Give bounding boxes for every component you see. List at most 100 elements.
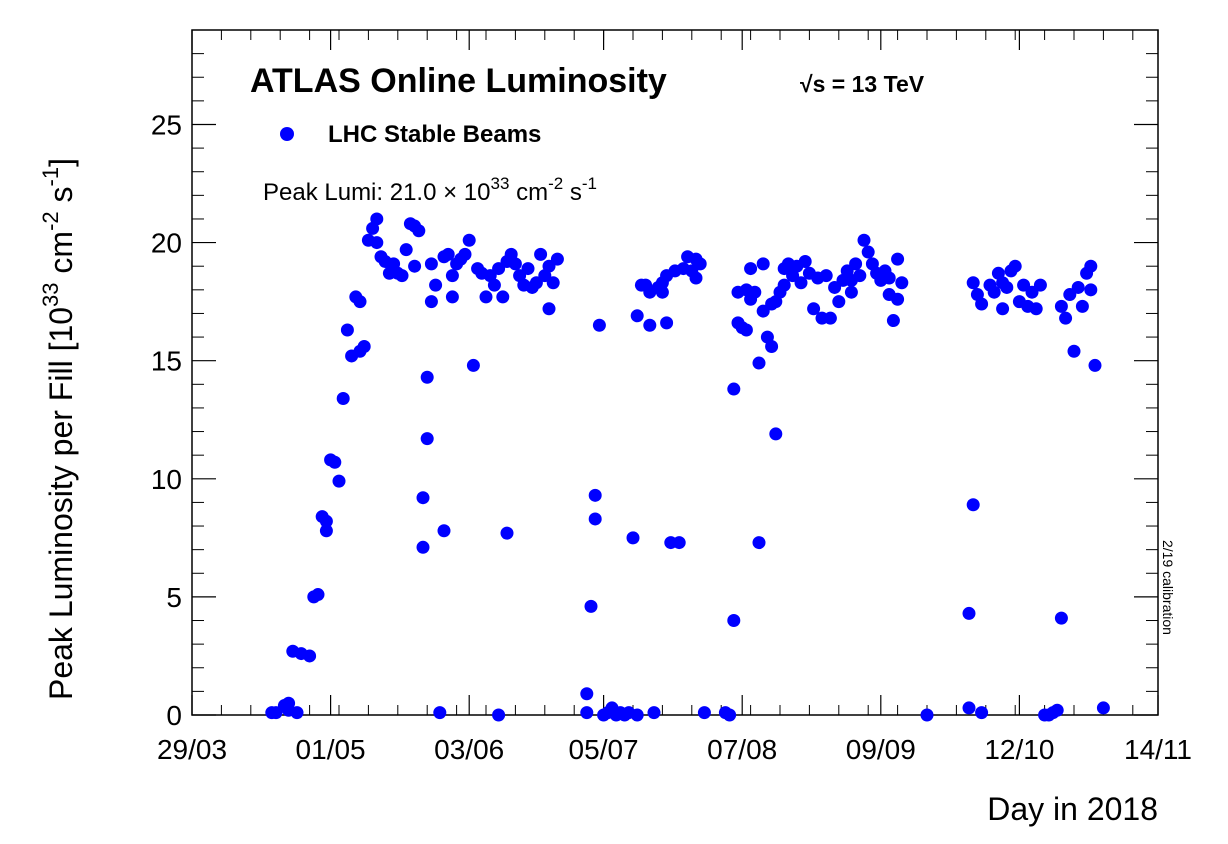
x-tick-label: 01/05 — [296, 734, 366, 765]
data-point — [588, 488, 602, 502]
data-point — [282, 696, 296, 710]
data-point — [987, 285, 1001, 299]
y-axis-suffix: ] — [43, 158, 79, 167]
data-point — [819, 269, 833, 283]
axis-ticks — [191, 30, 1159, 716]
data-point — [853, 269, 867, 283]
peak-lumi-exp2: -2 — [548, 174, 563, 193]
data-point — [534, 247, 548, 261]
x-tick-label: 09/09 — [846, 734, 916, 765]
data-point — [660, 316, 674, 330]
data-point — [748, 285, 762, 299]
data-point — [672, 536, 686, 550]
data-point — [1084, 259, 1098, 273]
data-point — [458, 247, 472, 261]
data-point — [412, 224, 426, 238]
peak-lumi-exp1: 33 — [490, 174, 509, 193]
data-point — [370, 236, 384, 250]
data-point — [1059, 311, 1073, 325]
data-point — [370, 212, 384, 226]
data-point — [886, 314, 900, 328]
data-point — [626, 531, 640, 545]
data-point — [521, 262, 535, 276]
data-points — [265, 212, 1110, 722]
data-point — [584, 599, 598, 613]
data-point — [689, 271, 703, 285]
data-point — [647, 706, 661, 720]
data-point — [492, 708, 506, 722]
x-tick-label: 29/03 — [157, 734, 227, 765]
x-tick-label: 07/08 — [707, 734, 777, 765]
data-point — [416, 491, 430, 505]
tick-labels: 29/03 01/05 03/06 05/07 07/08 09/09 12/10 14/11… — [151, 109, 1192, 765]
data-point — [882, 271, 896, 285]
data-point — [895, 276, 909, 290]
data-point — [1071, 280, 1085, 294]
data-point — [420, 370, 434, 384]
x-axis-title: Day in 2018 — [987, 791, 1158, 827]
data-point — [996, 302, 1010, 316]
x-tick-label: 14/11 — [1124, 734, 1192, 765]
x-tick-label: 12/10 — [984, 734, 1054, 765]
data-point — [437, 524, 451, 538]
data-point — [487, 278, 501, 292]
x-tick-label: 03/06 — [434, 734, 504, 765]
data-point — [424, 257, 438, 271]
data-point — [546, 276, 560, 290]
data-point — [744, 262, 758, 276]
data-point — [336, 391, 350, 405]
data-point — [311, 588, 325, 602]
data-point — [429, 278, 443, 292]
data-point — [630, 309, 644, 323]
y-tick-label: 25 — [151, 109, 182, 140]
data-point — [1054, 299, 1068, 313]
data-point — [319, 524, 333, 538]
data-point — [445, 290, 459, 304]
data-point — [328, 455, 342, 469]
data-point — [1054, 611, 1068, 625]
data-point — [849, 257, 863, 271]
data-point — [891, 252, 905, 266]
peak-lumi-exp3: -1 — [582, 174, 597, 193]
data-point — [752, 356, 766, 370]
y-axis-exp3: -1 — [38, 167, 63, 187]
data-point — [630, 708, 644, 722]
data-point — [1008, 259, 1022, 273]
data-point — [857, 233, 871, 247]
y-tick-label: 5 — [166, 582, 182, 613]
plot-frame — [191, 29, 1159, 716]
data-point — [462, 233, 476, 247]
data-point — [550, 252, 564, 266]
data-point — [588, 512, 602, 526]
legend-marker — [280, 127, 294, 141]
data-point — [332, 474, 346, 488]
data-point — [727, 382, 741, 396]
data-point — [479, 290, 493, 304]
data-point — [844, 285, 858, 299]
data-point — [1050, 703, 1064, 717]
y-tick-label: 20 — [151, 228, 182, 259]
data-point — [353, 295, 367, 309]
y-axis-exp1: 33 — [38, 282, 63, 306]
y-axis-exp2: -2 — [38, 211, 63, 231]
data-point — [739, 323, 753, 337]
data-point — [580, 687, 594, 701]
data-point — [693, 257, 707, 271]
data-point — [723, 708, 737, 722]
data-point — [752, 536, 766, 550]
data-point — [496, 290, 510, 304]
data-point — [807, 302, 821, 316]
data-point — [794, 276, 808, 290]
y-axis-mid2: s — [43, 186, 79, 211]
legend-entry: LHC Stable Beams — [328, 121, 541, 148]
peak-lumi-annotation: Peak Lumi: 21.0 × 1033 cm-2 s-1 — [263, 174, 597, 206]
data-point — [962, 606, 976, 620]
data-point — [1084, 283, 1098, 297]
data-point — [424, 295, 438, 309]
data-point — [891, 292, 905, 306]
data-point — [441, 247, 455, 261]
data-point — [1000, 280, 1014, 294]
data-point — [861, 245, 875, 259]
data-point — [500, 526, 514, 540]
